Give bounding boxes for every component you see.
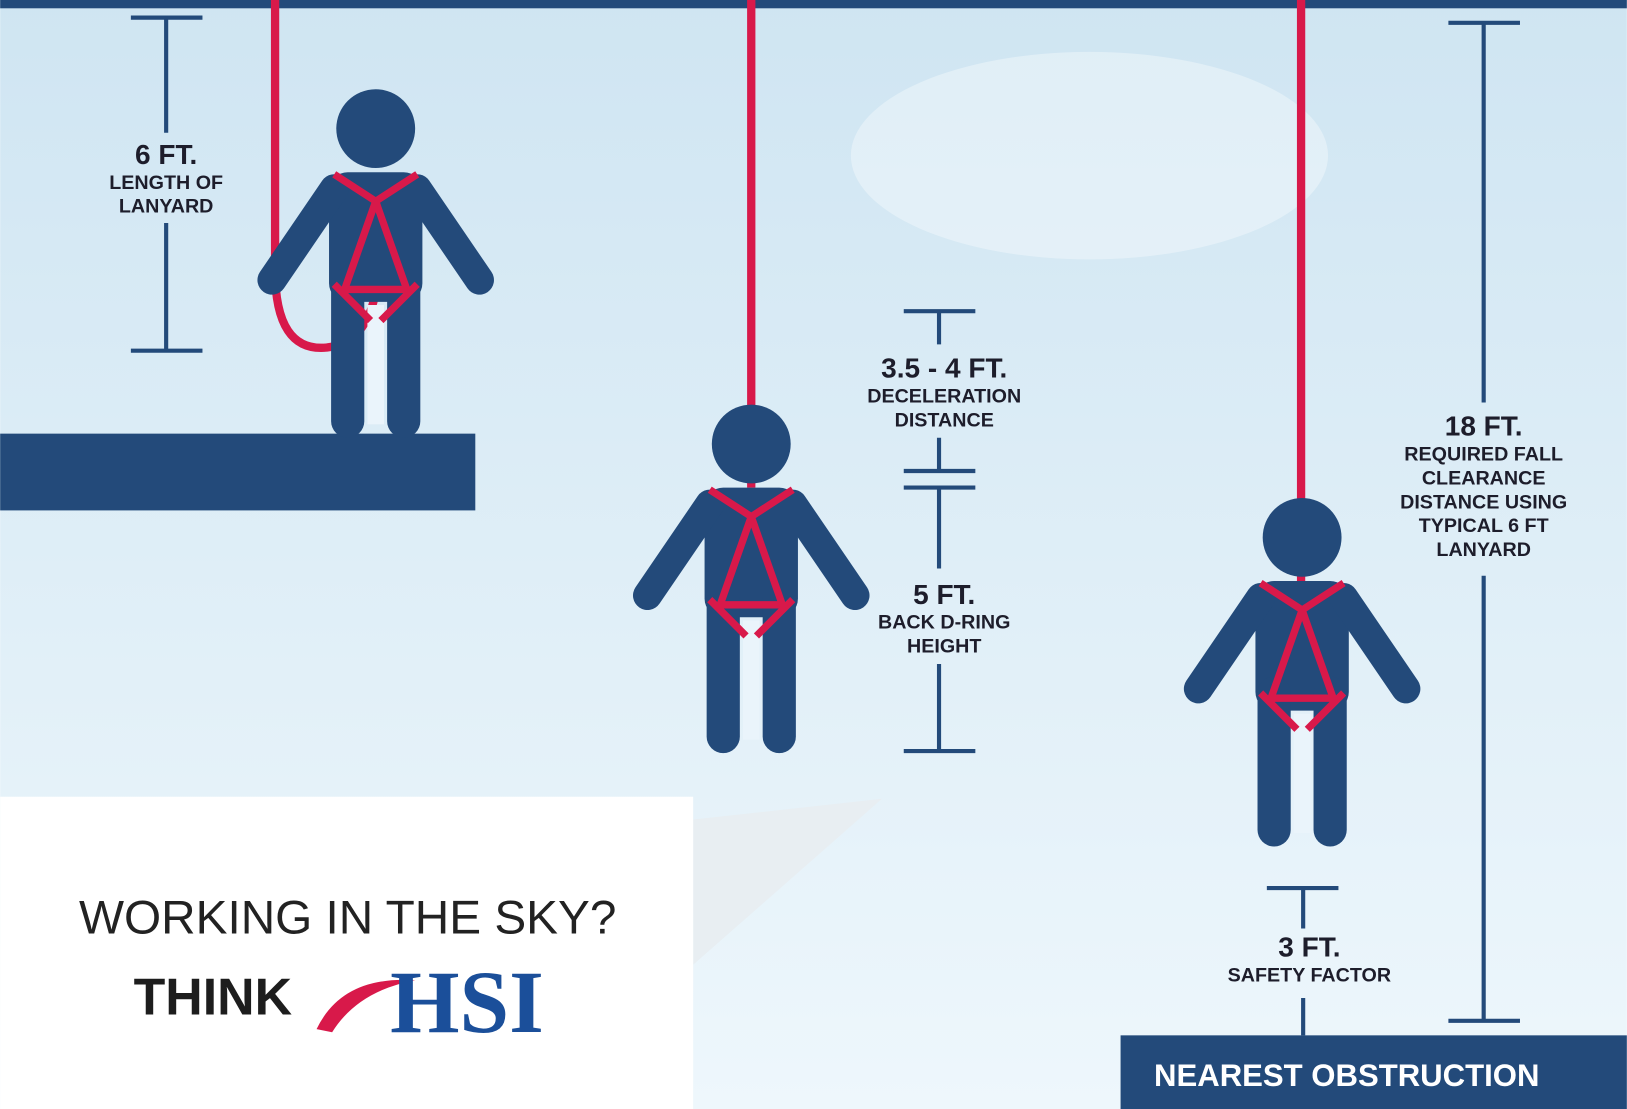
measure-description: BACK D-RING bbox=[878, 612, 1010, 634]
measure-description: CLEARANCE bbox=[1422, 467, 1546, 489]
logo-brand: HSI bbox=[390, 954, 544, 1052]
measure-description: REQUIRED FALL bbox=[1404, 444, 1563, 466]
measure-description: LANYARD bbox=[119, 196, 214, 218]
measure-description: DISTANCE bbox=[895, 409, 994, 431]
measure-description: LENGTH OF bbox=[109, 172, 223, 194]
measure-description: SAFETY FACTOR bbox=[1228, 964, 1391, 986]
measure-description: DECELERATION bbox=[867, 386, 1021, 408]
measure-description: HEIGHT bbox=[907, 636, 981, 658]
cloud bbox=[851, 52, 1328, 259]
measure-description: TYPICAL 6 FT bbox=[1419, 515, 1549, 537]
measure-value: 5 FT. bbox=[913, 579, 975, 610]
measure-value: 3.5 - 4 FT. bbox=[881, 353, 1007, 384]
tagline: WORKING IN THE SKY? bbox=[79, 892, 616, 945]
infographic: NEAREST OBSTRUCTION 6 FT.LENGTH OFLANYAR… bbox=[0, 0, 1627, 1109]
measure-description: DISTANCE USING bbox=[1400, 491, 1567, 513]
platform bbox=[0, 434, 475, 511]
logo-panel bbox=[0, 797, 693, 1109]
logo-think: THINK bbox=[134, 968, 292, 1026]
top-beam bbox=[0, 0, 1627, 8]
measure-value: 18 FT. bbox=[1445, 411, 1523, 442]
page: NEAREST OBSTRUCTION 6 FT.LENGTH OFLANYAR… bbox=[0, 0, 1627, 1109]
obstruction-label: NEAREST OBSTRUCTION bbox=[1154, 1058, 1539, 1093]
measure-description: LANYARD bbox=[1436, 539, 1531, 561]
measure-value: 3 FT. bbox=[1278, 931, 1340, 962]
measure-value: 6 FT. bbox=[135, 139, 197, 170]
